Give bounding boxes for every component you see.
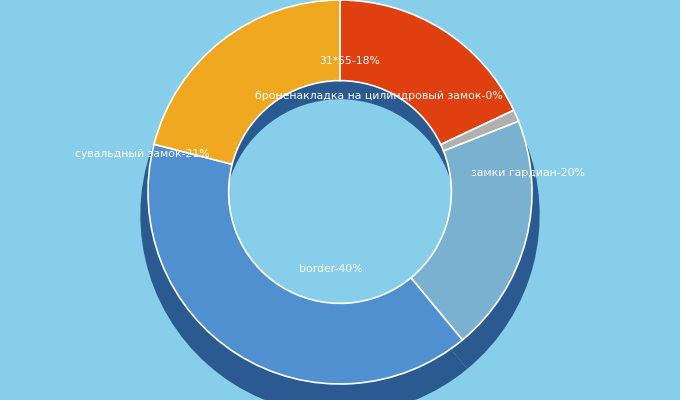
Wedge shape [140,165,467,400]
Wedge shape [411,121,532,340]
Wedge shape [340,0,513,144]
Text: броненакладка на цилиндровый замок-0%: броненакладка на цилиндровый замок-0% [254,91,503,101]
Wedge shape [414,142,540,369]
Wedge shape [445,130,526,172]
Wedge shape [148,144,462,384]
Text: сувальдный замок-21%: сувальдный замок-21% [75,149,209,159]
Text: замки гардиан-20%: замки гардиан-20% [471,168,584,178]
Text: border-40%: border-40% [299,264,362,274]
Text: 31*55-18%: 31*55-18% [319,56,380,66]
Wedge shape [147,15,340,186]
Wedge shape [441,110,519,151]
Wedge shape [340,15,521,166]
Wedge shape [154,0,340,164]
